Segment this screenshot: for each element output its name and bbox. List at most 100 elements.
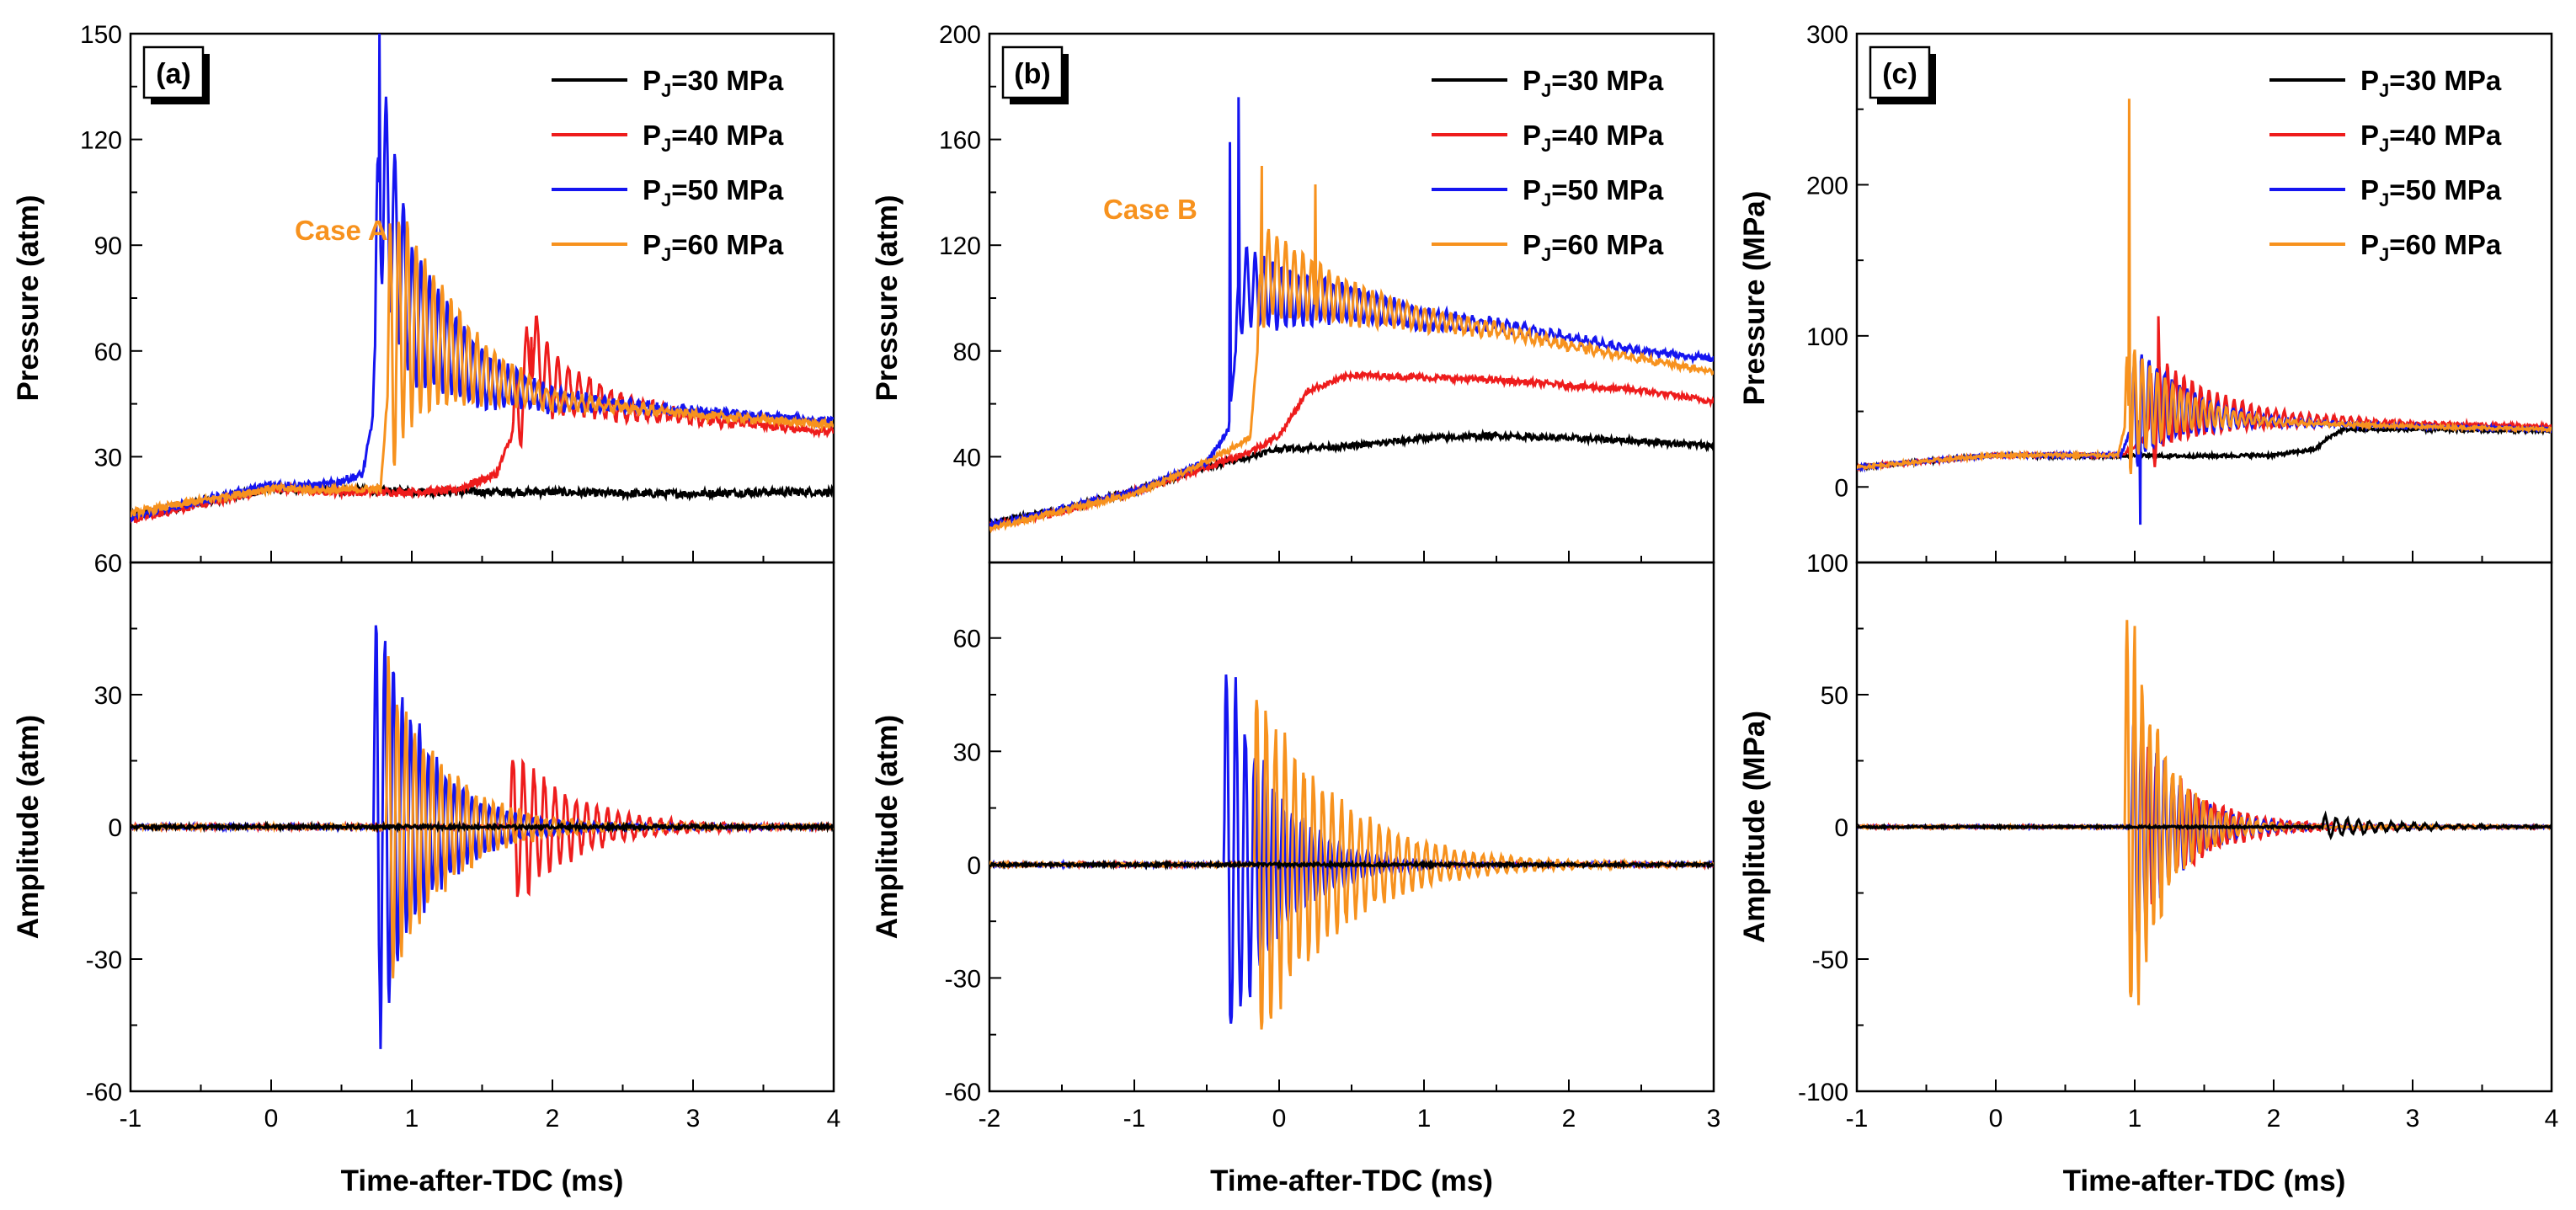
y-tick-label: 120 [939, 232, 981, 260]
series-line-pj60 [1857, 99, 2552, 475]
x-tick-label: 2 [1562, 1105, 1576, 1133]
x-tick-label: 4 [827, 1105, 841, 1133]
y-tick-label: 90 [94, 232, 122, 260]
series-line-pj30 [131, 820, 834, 834]
x-tick-label: 0 [1272, 1105, 1287, 1133]
panel-tag-box [1001, 45, 1064, 99]
x-tick-label: 2 [546, 1105, 560, 1133]
x-tick-label: 0 [1989, 1105, 2003, 1133]
y-tick-label: -60 [86, 1079, 122, 1106]
series-line-pj30 [989, 428, 1714, 527]
panel-tag: (c) [1869, 45, 1936, 104]
y-tick-label: 0 [967, 852, 981, 880]
y-axis-label: Pressure (atm) [871, 195, 904, 401]
y-tick-label: 200 [1806, 172, 1848, 200]
case-annotation: Case A [295, 215, 388, 246]
y-axis-label: Pressure (MPa) [1738, 191, 1771, 406]
y-tick-label: 30 [94, 444, 122, 472]
x-tick-label: 3 [1707, 1105, 1721, 1133]
legend-label: PJ=40 MPa [2360, 120, 2502, 156]
y-tick-label: -30 [945, 965, 981, 993]
case-annotation: Case B [1103, 194, 1197, 225]
x-tick-label: -1 [1846, 1105, 1869, 1133]
y-tick-label: 60 [94, 550, 122, 578]
legend-label: PJ=40 MPa [643, 120, 784, 156]
panel-tag: (a) [142, 45, 210, 104]
x-tick-label: 1 [405, 1105, 419, 1133]
y-tick-label: 0 [1834, 814, 1848, 842]
x-tick-label: 1 [2128, 1105, 2142, 1133]
x-axis-label: Time-after-TDC (ms) [1210, 1165, 1493, 1197]
y-tick-label: -60 [945, 1079, 981, 1106]
y-tick-label: 160 [939, 127, 981, 155]
x-tick-label: 0 [264, 1105, 279, 1133]
plot-frame [1855, 32, 2553, 564]
y-tick-label: 80 [953, 338, 981, 366]
series-line-pj40 [1857, 316, 2552, 472]
plot-frame [129, 32, 835, 564]
series-line-pj50 [989, 674, 1714, 1024]
series-line-pj30 [1857, 810, 2552, 841]
y-tick-label: 40 [953, 444, 981, 472]
legend-label: PJ=30 MPa [2360, 65, 2502, 101]
legend: PJ=30 MPa PJ=40 MPa PJ=50 MPa PJ=60 MPa [2269, 65, 2502, 265]
y-tick-label: 50 [1821, 682, 1848, 710]
series-line-pj60 [1857, 620, 2552, 1005]
panel-tag: (b) [1001, 45, 1069, 104]
y-tick-label: 0 [1834, 474, 1848, 502]
series-line-pj50 [1857, 354, 2552, 525]
panel-tag-box [1869, 45, 1931, 99]
series-line-pj60 [131, 656, 834, 978]
y-tick-label: -100 [1798, 1079, 1848, 1106]
x-tick-label: -1 [1123, 1105, 1146, 1133]
series-line-pj50 [131, 34, 834, 523]
y-tick-label: 100 [1806, 323, 1848, 351]
y-axis-label: Amplitude (MPa) [1738, 711, 1771, 943]
legend-label: PJ=60 MPa [1523, 229, 1664, 265]
y-tick-label: 0 [108, 814, 122, 842]
series-line-pj30 [989, 859, 1714, 871]
y-axis-label: Amplitude (atm) [871, 715, 904, 939]
legend-label: PJ=50 MPa [2360, 174, 2502, 211]
series-line-pj60 [989, 165, 1714, 534]
x-tick-label: 3 [2406, 1105, 2420, 1133]
x-axis-label: Time-after-TDC (ms) [341, 1165, 624, 1197]
legend-label: PJ=60 MPa [2360, 229, 2502, 265]
legend-label: PJ=30 MPa [643, 65, 784, 101]
series-line-pj50 [989, 97, 1714, 530]
x-tick-label: 4 [2545, 1105, 2559, 1133]
y-axis-label: Pressure (atm) [12, 195, 45, 401]
panel-label: (a) [156, 58, 191, 90]
legend-label: PJ=60 MPa [643, 229, 784, 265]
legend-label: PJ=50 MPa [1523, 174, 1664, 211]
x-axis-label: Time-after-TDC (ms) [2063, 1165, 2346, 1197]
x-tick-label: 3 [686, 1105, 701, 1133]
legend: PJ=30 MPa PJ=40 MPa PJ=50 MPa PJ=60 MPa [552, 65, 784, 265]
legend-label: PJ=50 MPa [643, 174, 784, 211]
panel-tag-box [142, 45, 205, 99]
x-tick-label: 2 [2267, 1105, 2281, 1133]
series-line-pj60 [131, 221, 834, 520]
y-tick-label: -30 [86, 946, 122, 974]
x-tick-label: -1 [120, 1105, 142, 1133]
legend: PJ=30 MPa PJ=40 MPa PJ=50 MPa PJ=60 MPa [1432, 65, 1664, 265]
y-tick-label: 30 [953, 738, 981, 766]
legend-label: PJ=40 MPa [1523, 120, 1664, 156]
legend-label: PJ=30 MPa [1523, 65, 1664, 101]
x-tick-label: 1 [1417, 1105, 1432, 1133]
panel-label: (c) [1882, 58, 1917, 90]
y-tick-label: 200 [939, 21, 981, 49]
y-axis-label: Amplitude (atm) [12, 715, 45, 939]
x-tick-label: -2 [979, 1105, 1001, 1133]
y-tick-label: -50 [1812, 946, 1848, 974]
y-tick-label: 100 [1806, 550, 1848, 578]
y-tick-label: 30 [94, 682, 122, 710]
y-tick-label: 300 [1806, 21, 1848, 49]
y-tick-label: 120 [80, 127, 122, 155]
y-tick-label: 150 [80, 21, 122, 49]
panel-label: (b) [1014, 58, 1050, 90]
